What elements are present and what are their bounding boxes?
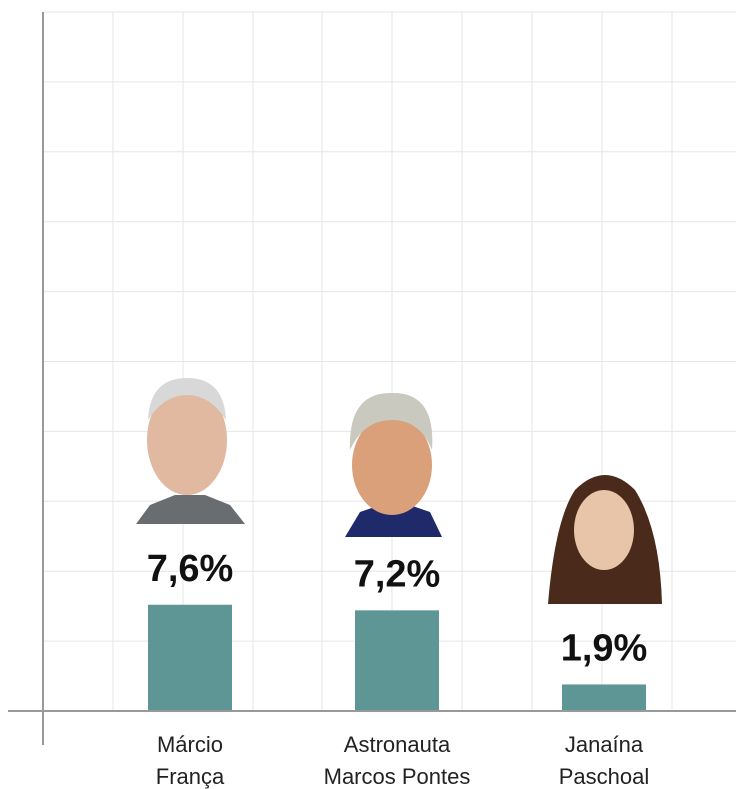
x-tick-label: Janaína bbox=[565, 732, 644, 757]
portrait bbox=[345, 392, 442, 537]
value-label: 7,2% bbox=[354, 553, 441, 595]
x-tick-label: Paschoal bbox=[559, 764, 650, 789]
portrait bbox=[136, 378, 245, 524]
bar bbox=[148, 604, 232, 711]
x-tick-label: Astronauta bbox=[344, 732, 451, 757]
bar bbox=[562, 684, 646, 711]
portrait bbox=[548, 475, 662, 604]
x-tick-label: Marcos Pontes bbox=[324, 764, 471, 789]
grid bbox=[43, 11, 736, 712]
x-tick-label: Márcio bbox=[157, 732, 223, 757]
bar bbox=[355, 610, 439, 711]
caricatures bbox=[136, 378, 662, 604]
marks: 7,6% Márcio França 7,2% Astronauta Marcos Pon… bbox=[147, 548, 650, 789]
value-label: 1,9% bbox=[561, 627, 648, 669]
x-tick-label: França bbox=[156, 764, 225, 789]
value-label: 7,6% bbox=[147, 548, 234, 590]
